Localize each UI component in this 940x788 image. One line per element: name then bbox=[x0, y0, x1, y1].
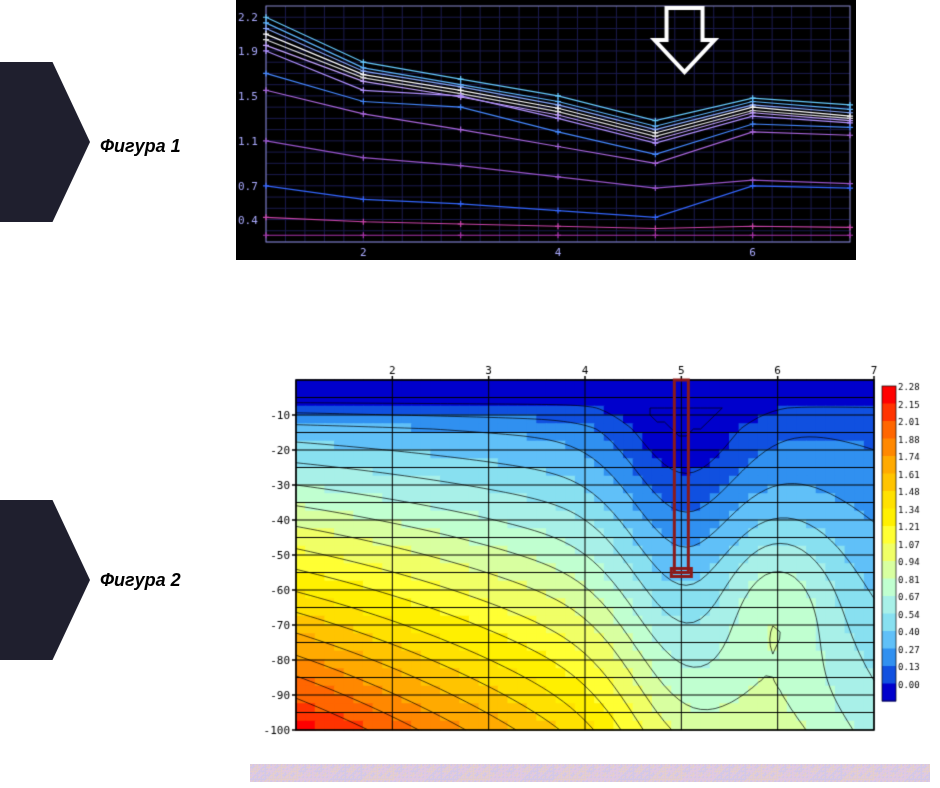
pentagon-marker-2 bbox=[0, 500, 90, 660]
figure-1-label: Фигура 1 bbox=[100, 136, 181, 157]
contour-heatmap bbox=[250, 358, 930, 738]
noise-strip bbox=[250, 764, 930, 782]
pentagon-marker-1 bbox=[0, 62, 90, 222]
line-chart bbox=[236, 0, 856, 260]
figure-2-label: Фигура 2 bbox=[100, 570, 181, 591]
